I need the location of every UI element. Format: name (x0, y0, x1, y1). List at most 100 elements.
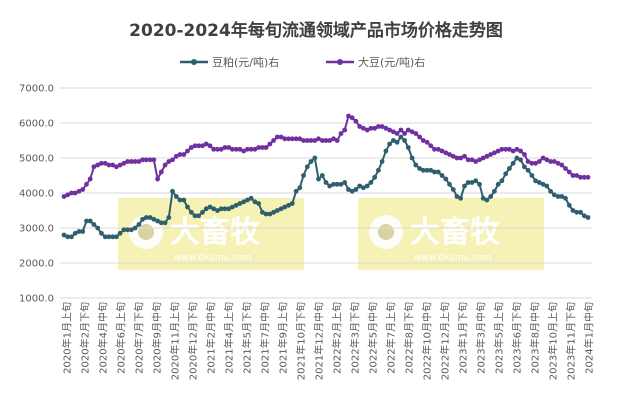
data-point (312, 155, 318, 161)
data-point (331, 136, 336, 142)
data-point (106, 234, 112, 240)
data-point (514, 146, 520, 152)
x-tick-label: 2020年11月上旬 (169, 302, 182, 380)
data-point (170, 157, 175, 163)
data-point (522, 164, 527, 170)
data-point (473, 159, 479, 164)
data-point (192, 213, 198, 219)
data-point (207, 204, 213, 210)
data-point (173, 194, 179, 199)
data-point (99, 160, 104, 166)
x-tick-label: 2020年6月上旬 (115, 302, 128, 374)
data-point (480, 195, 486, 201)
y-tick-label: 4000.0 (19, 189, 54, 200)
data-point (241, 148, 247, 154)
data-point (447, 181, 452, 187)
data-point (555, 194, 561, 199)
data-point (256, 145, 261, 150)
data-point (203, 141, 209, 147)
data-point (140, 216, 146, 222)
data-point (495, 181, 501, 187)
data-point (327, 138, 333, 143)
data-point (252, 146, 258, 152)
data-point (349, 115, 355, 121)
y-tick-label: 6000.0 (19, 119, 54, 130)
data-point (435, 146, 441, 152)
data-point (379, 159, 385, 164)
data-point (488, 152, 494, 157)
data-point (376, 167, 381, 173)
data-point (293, 136, 299, 142)
data-point (293, 188, 299, 194)
data-point (102, 160, 108, 166)
data-point (185, 204, 190, 210)
data-point (185, 148, 190, 154)
data-point (170, 188, 175, 194)
data-point (551, 192, 557, 198)
data-point (222, 206, 228, 212)
data-point (91, 164, 97, 170)
data-point (566, 202, 572, 208)
data-point (342, 180, 348, 185)
x-tick-label: 2020年2月下旬 (79, 302, 92, 374)
data-point (87, 218, 93, 224)
data-point (368, 125, 374, 131)
data-point (499, 178, 505, 184)
watermark-logo-inner (378, 224, 394, 240)
x-tick-label: 2023年1月下旬 (457, 302, 470, 374)
data-point (578, 209, 583, 215)
data-point (316, 136, 321, 142)
data-point (99, 230, 104, 236)
x-tick-label: 2021年4月上旬 (223, 302, 236, 374)
data-point (248, 195, 254, 201)
data-point (274, 208, 280, 213)
data-point (110, 234, 116, 240)
data-point (379, 124, 385, 129)
data-point (136, 159, 142, 164)
x-tick-label: 2021年2月中旬 (205, 302, 218, 374)
data-point (435, 169, 441, 175)
data-point (136, 222, 142, 227)
data-point (177, 152, 183, 157)
data-point (353, 118, 359, 124)
data-point (507, 166, 512, 171)
data-point (151, 157, 157, 163)
data-point (454, 194, 460, 199)
data-point (132, 159, 138, 164)
data-point (267, 211, 273, 217)
data-point (222, 145, 228, 150)
data-point (282, 136, 288, 142)
data-point (334, 181, 340, 187)
data-point (413, 162, 419, 168)
x-tick-label: 2022年8月下旬 (403, 302, 416, 374)
data-point (121, 227, 127, 233)
data-point (267, 141, 273, 147)
data-point (510, 148, 516, 154)
data-point (409, 129, 415, 135)
data-point (368, 180, 374, 185)
data-point (304, 164, 310, 170)
data-point (188, 145, 194, 150)
data-point (484, 197, 490, 203)
data-point (450, 153, 456, 159)
data-point (155, 218, 161, 224)
x-tick-label: 2023年6月下旬 (511, 302, 524, 374)
data-point (570, 208, 576, 213)
data-point (271, 209, 276, 215)
data-point (125, 159, 130, 164)
data-point (95, 162, 101, 168)
data-point (65, 234, 71, 240)
data-point (420, 138, 426, 143)
data-point (510, 160, 516, 166)
x-tick-label: 2021年7月中旬 (259, 302, 272, 374)
data-point (319, 138, 325, 143)
data-point (581, 213, 587, 219)
data-point (312, 138, 318, 143)
data-point (316, 176, 321, 182)
data-point (424, 167, 430, 173)
x-tick-label: 2023年3月中旬 (475, 302, 488, 374)
x-tick-label: 2022年2月上旬 (331, 302, 344, 374)
data-point (372, 174, 378, 180)
x-tick-label: 2022年7月上旬 (385, 302, 398, 374)
data-point (383, 125, 389, 131)
